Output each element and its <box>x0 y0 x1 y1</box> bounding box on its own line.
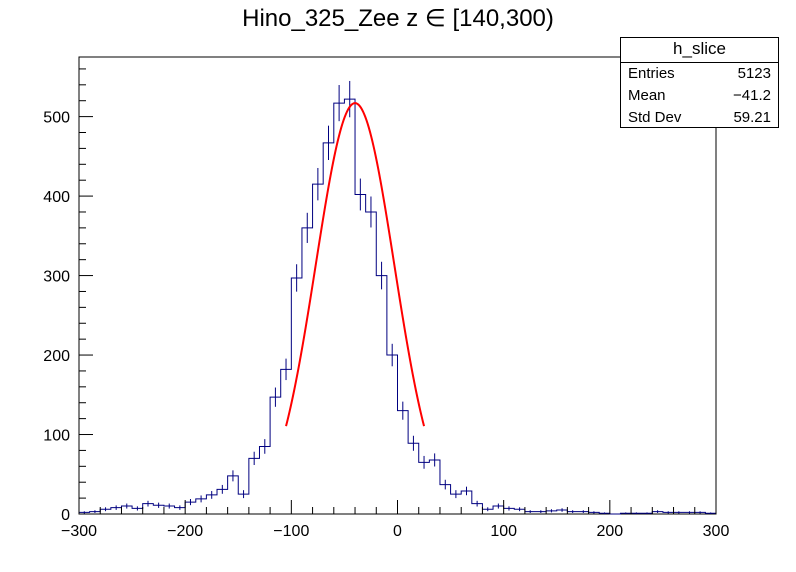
histogram-outline <box>79 98 716 515</box>
stats-label: Mean <box>628 87 666 104</box>
stats-row-mean: Mean −41.2 <box>621 85 778 107</box>
x-tick-label: −200 <box>167 523 203 540</box>
y-tick-label: 400 <box>43 189 70 206</box>
x-tick-label: 300 <box>703 523 730 540</box>
y-tick-label: 300 <box>43 269 70 286</box>
stats-box: h_slice Entries 5123 Mean −41.2 Std Dev … <box>620 37 779 128</box>
stats-value: 59.21 <box>733 109 771 126</box>
stats-row-stddev: Std Dev 59.21 <box>621 107 778 129</box>
x-tick-label: 0 <box>393 523 402 540</box>
x-tick-label: −100 <box>273 523 309 540</box>
y-tick-label: 500 <box>43 110 70 127</box>
y-tick-label: 100 <box>43 428 70 445</box>
stats-row-entries: Entries 5123 <box>621 63 778 85</box>
stats-value: 5123 <box>737 65 771 82</box>
chart-title: Hino_325_Zee z ∈ [140,300) <box>242 5 554 32</box>
stats-box-title: h_slice <box>621 38 778 63</box>
y-tick-label: 0 <box>61 507 70 524</box>
y-tick-label: 200 <box>43 348 70 365</box>
x-tick-label: −300 <box>61 523 97 540</box>
fit-layer <box>285 102 426 427</box>
x-tick-label: 200 <box>596 523 623 540</box>
y-axis: 0 100 200 300 400 500 <box>43 68 93 524</box>
histogram-layer <box>79 80 716 515</box>
stats-value: −41.2 <box>733 87 771 104</box>
stats-label: Std Dev <box>628 109 682 126</box>
x-axis: −300 −200 −100 0 100 200 300 <box>61 500 729 540</box>
fit-curve <box>285 102 426 427</box>
x-tick-label: 100 <box>490 523 517 540</box>
stats-label: Entries <box>628 65 675 82</box>
